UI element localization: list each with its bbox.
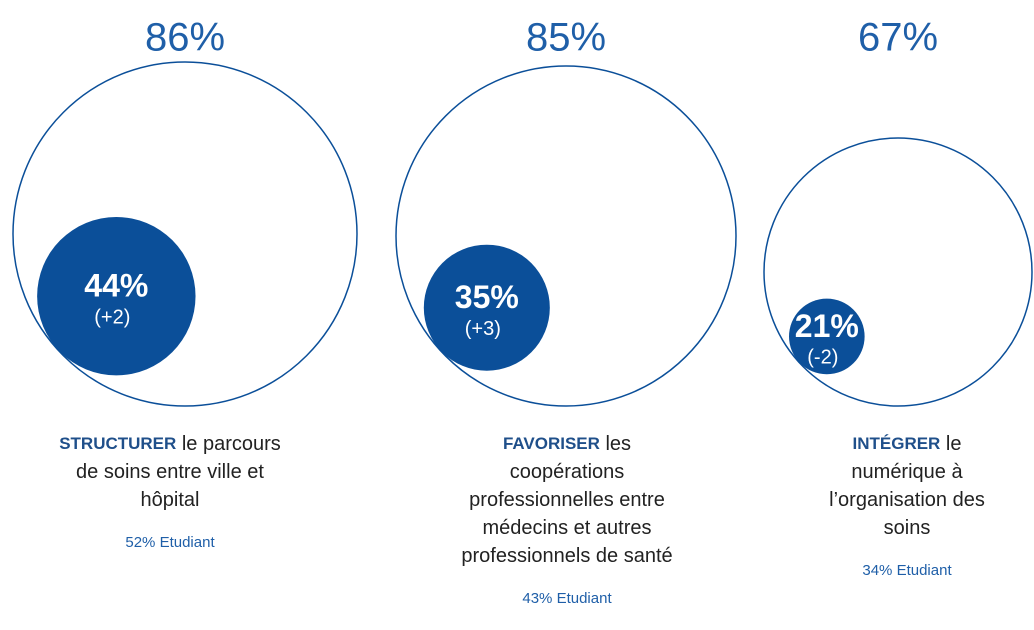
label-text: le <box>946 433 962 455</box>
inner-value-label: 44% <box>84 268 148 304</box>
label-text: hôpital <box>141 489 200 511</box>
label-line: professionnels de santé <box>461 545 672 567</box>
inner-circle <box>37 216 196 376</box>
label-text: le parcours <box>182 433 281 455</box>
note: 34% Etudiant <box>862 562 952 579</box>
note: 52% Etudiant <box>125 534 215 551</box>
label-bold: FAVORISER <box>503 434 600 453</box>
change-label: (+2) <box>94 306 130 328</box>
change-label: (+3) <box>465 318 501 340</box>
note: 43% Etudiant <box>522 590 612 607</box>
label-text: professionnelles entre <box>469 489 665 511</box>
inner-circle <box>423 244 550 371</box>
label-line: INTÉGRER le <box>853 433 962 455</box>
label-line: STRUCTURER le parcours <box>59 433 281 455</box>
label-line: hôpital <box>141 489 200 511</box>
label-line: professionnelles entre <box>469 489 665 511</box>
outer-value-label: 86% <box>145 16 225 60</box>
outer-value-label: 85% <box>526 16 606 60</box>
label-text: soins <box>884 517 931 539</box>
label-line: soins <box>884 517 931 539</box>
outer-circle <box>395 65 737 407</box>
label-line: numérique à <box>851 461 963 483</box>
outer-value-label: 67% <box>858 16 938 60</box>
outer-circle <box>12 61 358 407</box>
label-line: l’organisation des <box>829 489 985 511</box>
change-label: (-2) <box>807 347 838 369</box>
label-line: FAVORISER les <box>503 433 631 455</box>
outer-circle <box>763 137 1033 407</box>
label-bold: STRUCTURER <box>59 434 176 453</box>
label-text: numérique à <box>851 461 963 483</box>
label-text: de soins entre ville et <box>76 461 264 483</box>
label-bold: INTÉGRER <box>853 434 941 453</box>
label-text: l’organisation des <box>829 489 985 511</box>
inner-circle <box>789 298 865 375</box>
label-text: coopérations <box>510 461 625 483</box>
label-text: médecins et autres <box>483 517 652 539</box>
label-text: professionnels de santé <box>461 545 672 567</box>
label-line: de soins entre ville et <box>76 461 264 483</box>
inner-value-label: 35% <box>455 279 519 315</box>
label-text: les <box>605 433 631 455</box>
label-line: médecins et autres <box>483 517 652 539</box>
inner-value-label: 21% <box>795 308 859 344</box>
label-line: coopérations <box>510 461 625 483</box>
